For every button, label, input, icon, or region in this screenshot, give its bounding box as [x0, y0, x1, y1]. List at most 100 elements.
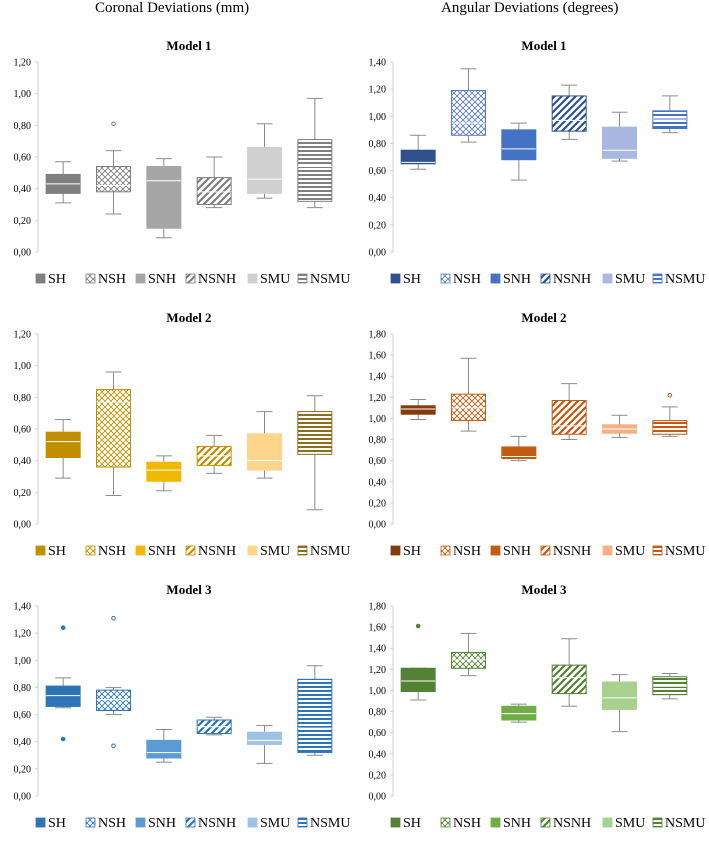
legend-label: SH [403, 816, 421, 831]
legend-label: NSH [98, 544, 126, 559]
box-iqr [551, 664, 587, 695]
legend-label: SH [48, 544, 66, 559]
box-iqr [400, 405, 436, 415]
y-tick-label: 0,20 [14, 216, 32, 227]
column-title-coronal: Coronal Deviations (mm) [95, 0, 250, 16]
box-sh [45, 161, 81, 204]
y-tick-label: 0,00 [369, 792, 387, 803]
box-nsh [96, 121, 131, 215]
outlier-point [60, 625, 66, 631]
legend-label: NSH [453, 816, 481, 831]
legend-label: SMU [260, 544, 290, 559]
legend-label: NSNH [198, 816, 236, 831]
box-iqr [96, 388, 131, 468]
y-tick-label: 0,80 [14, 683, 32, 694]
y-tick-label: 1,00 [14, 656, 32, 667]
y-tick-label: 0,60 [14, 425, 32, 436]
legend-label: SMU [615, 816, 645, 831]
y-tick-label: 0,60 [14, 153, 32, 164]
legend-swatch [85, 817, 96, 828]
legend-swatch [185, 545, 196, 556]
box-nsh [96, 371, 131, 496]
box-smu [247, 411, 282, 479]
legend-label: NSNH [198, 272, 236, 287]
y-tick-label: 0,60 [14, 710, 32, 721]
box-snh [501, 122, 537, 181]
boxplot-svg: Model 3 0,00 0,20 0,40 0,60 0,80 1,00 1,20 1,40 S… [14, 582, 351, 831]
y-tick-label: 0,80 [369, 707, 387, 718]
legend-swatch [247, 545, 258, 556]
legend-label: SH [48, 816, 66, 831]
box-iqr [501, 129, 537, 161]
box-iqr [451, 651, 486, 669]
y-tick-label: 0,40 [369, 749, 387, 760]
legend-swatch [490, 273, 501, 284]
legend-label: NSMU [665, 816, 705, 831]
y-tick-label: 1,20 [369, 85, 387, 96]
y-tick-label: 0,60 [369, 728, 387, 739]
y-tick-label: 1,40 [369, 644, 387, 655]
y-tick-label: 0,20 [369, 220, 387, 231]
box-iqr [146, 461, 182, 482]
y-tick-label: 1,40 [369, 58, 387, 69]
box-iqr [501, 705, 537, 721]
box-nsmu [652, 392, 688, 437]
box-nsmu [652, 673, 688, 700]
legend-label: NSNH [553, 816, 591, 831]
box-nsnh [196, 434, 232, 474]
box-iqr [96, 166, 131, 193]
legend-label: NSMU [310, 544, 350, 559]
y-tick-label: 1,20 [369, 665, 387, 676]
box-iqr [602, 126, 637, 159]
chart-coronal-model-1: Model 1 0,00 0,20 0,40 0,60 0,80 1,00 1,20 SH NSH… [0, 30, 354, 312]
y-tick-label: 1,00 [369, 686, 387, 697]
box-snh [146, 455, 182, 492]
box-nsh [451, 357, 486, 432]
y-tick-label: 1,20 [14, 58, 32, 69]
legend-label: SNH [148, 544, 176, 559]
y-tick-label: 0,80 [369, 435, 387, 446]
box-iqr [45, 431, 81, 459]
y-tick-label: 0,40 [14, 456, 32, 467]
y-tick-label: 0,00 [14, 248, 32, 259]
outlier-point [111, 615, 116, 621]
legend: SH NSH SNH NSNH SMU NSMU [390, 272, 705, 287]
chart-title: Model 3 [166, 582, 212, 597]
y-tick-label: 0,80 [14, 121, 32, 132]
boxplot-svg: Model 3 0,00 0,20 0,40 0,60 0,80 1,00 1,20 1,40 1… [369, 582, 706, 831]
legend-swatch [135, 273, 146, 284]
box-smu [602, 111, 637, 162]
box-smu [602, 414, 637, 438]
legend-swatch [440, 817, 451, 828]
box-iqr [451, 90, 486, 136]
y-tick-label: 1,00 [14, 89, 32, 100]
legend-label: SH [403, 272, 421, 287]
legend-swatch [85, 273, 96, 284]
legend-swatch [85, 545, 96, 556]
legend-swatch [35, 545, 46, 556]
legend-swatch [297, 545, 308, 556]
y-tick-label: 0,40 [14, 737, 32, 748]
legend-label: SNH [503, 272, 531, 287]
box-iqr [501, 446, 537, 460]
y-tick-label: 0,20 [14, 764, 32, 775]
y-tick-label: 0,20 [369, 770, 387, 781]
legend-label: NSMU [310, 816, 350, 831]
outlier-point [667, 392, 673, 398]
box-iqr [297, 411, 333, 455]
box-iqr [551, 400, 587, 435]
outlier-point [111, 121, 116, 127]
y-tick-label: 1,40 [369, 372, 387, 383]
box-iqr [297, 139, 333, 202]
y-tick-label: 0,60 [369, 456, 387, 467]
box-sh [400, 623, 436, 701]
y-tick-label: 1,20 [14, 629, 32, 640]
box-iqr [602, 681, 637, 710]
boxplot-svg: Model 1 0,00 0,20 0,40 0,60 0,80 1,00 1,20 SH NSH… [14, 38, 351, 287]
box-iqr [400, 149, 436, 165]
y-tick-label: 1,60 [369, 351, 387, 362]
box-nsnh [551, 638, 587, 707]
legend-swatch [35, 817, 46, 828]
box-smu [602, 674, 637, 733]
y-tick-label: 1,00 [369, 414, 387, 425]
